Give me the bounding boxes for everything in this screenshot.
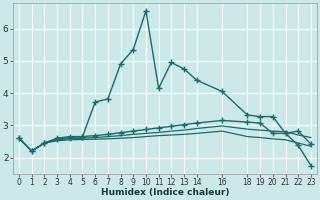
- X-axis label: Humidex (Indice chaleur): Humidex (Indice chaleur): [101, 188, 229, 197]
